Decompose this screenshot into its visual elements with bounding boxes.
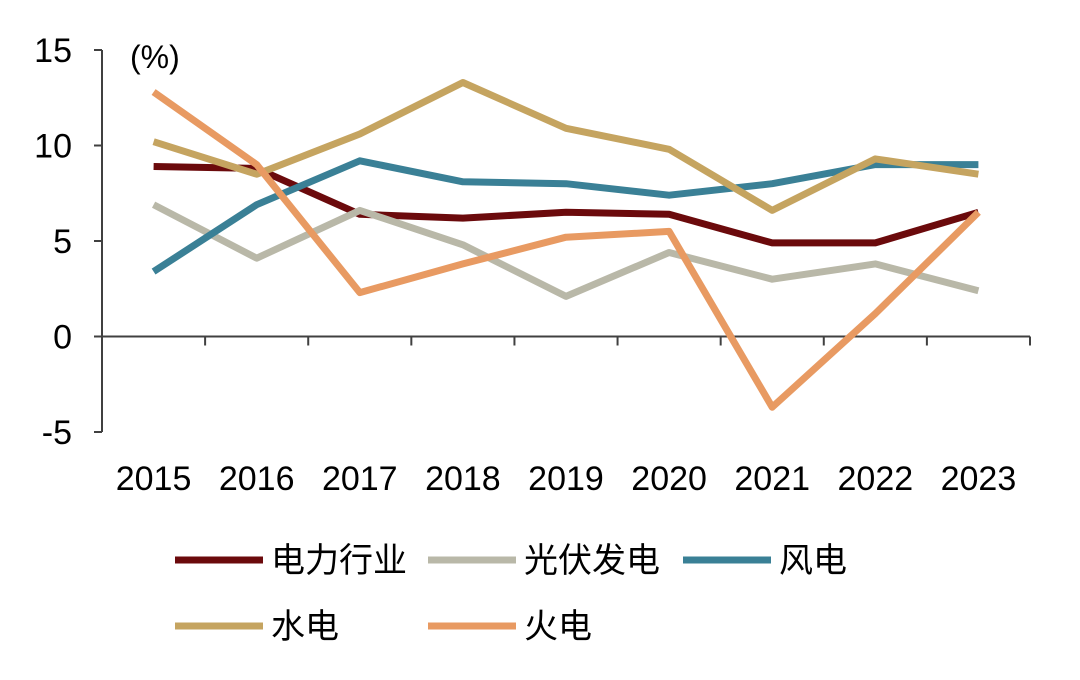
x-tick-label: 2015: [116, 460, 192, 498]
x-tick-label: 2018: [425, 460, 501, 498]
series-line-5: [151, 89, 981, 411]
y-axis: 15 10 5 0 -5: [34, 32, 103, 452]
x-tick-label: 2020: [631, 460, 707, 498]
y-unit-label: (%): [130, 39, 180, 75]
legend-item: 水电: [175, 607, 339, 647]
x-tick-label: 2021: [734, 460, 810, 498]
y-tick-label: 5: [53, 223, 72, 261]
series-line-4: [152, 79, 979, 214]
y-tick-label: 15: [34, 32, 72, 70]
y-tick-label: 0: [53, 319, 72, 357]
legend-label: 风电: [779, 541, 847, 581]
legend-item: 火电: [428, 607, 592, 647]
y-tick-label: 10: [34, 128, 72, 166]
legend-item: 光伏发电: [428, 541, 660, 581]
series-line-2: [151, 201, 980, 300]
series-line-3: [151, 157, 979, 275]
legend-item: 电力行业: [175, 541, 407, 581]
x-tick-label: 2016: [219, 460, 295, 498]
series-layer: [151, 79, 981, 411]
y-tick-label: -5: [42, 414, 72, 452]
legend-label: 电力行业: [271, 541, 407, 581]
legend-item: 风电: [683, 541, 847, 581]
legend-label: 光伏发电: [524, 541, 660, 581]
x-tick-label: 2023: [941, 460, 1017, 498]
legend-label: 水电: [271, 607, 339, 647]
x-tick-label: 2022: [838, 460, 914, 498]
x-tick-label: 2017: [322, 460, 398, 498]
x-axis: 2015 2016 2017 2018 2019 2020 2021 2022 2023: [101, 335, 1031, 498]
legend-label: 火电: [524, 607, 592, 647]
series-line-1: [153, 163, 980, 247]
x-tick-label: 2019: [528, 460, 604, 498]
